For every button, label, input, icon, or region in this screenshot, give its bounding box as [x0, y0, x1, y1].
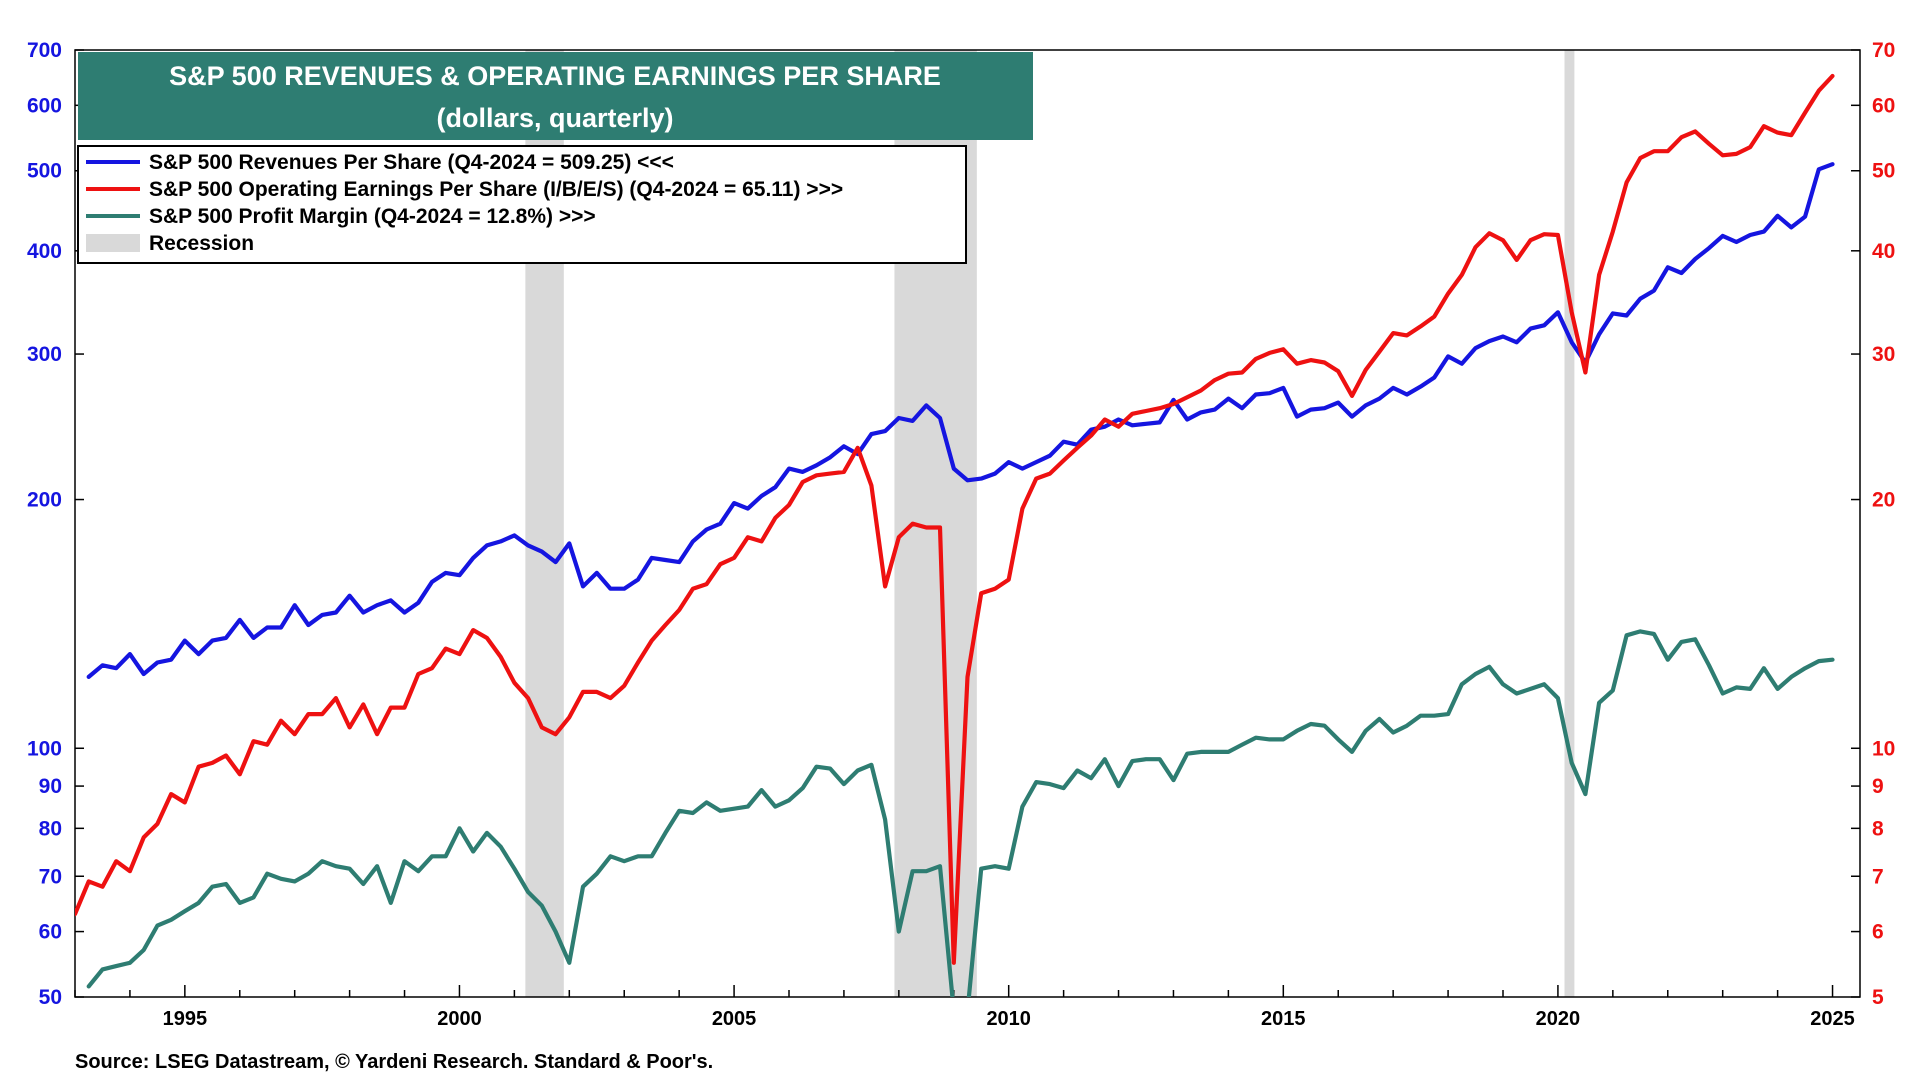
chart-subtitle: (dollars, quarterly)	[436, 103, 673, 133]
right-axis: 5 6 7 8 9 10 20 30 40 50 60 70	[1851, 39, 1895, 1009]
right-tick-label: 7	[1872, 865, 1884, 888]
legend-label-margin: S&P 500 Profit Margin (Q4-2024 = 12.8%) …	[149, 205, 596, 228]
left-tick-label: 200	[27, 489, 62, 512]
left-tick-label: 300	[27, 343, 62, 366]
legend-box	[77, 145, 967, 264]
legend-label-earnings: S&P 500 Operating Earnings Per Share (I/…	[149, 178, 843, 201]
legend-label-recession: Recession	[149, 232, 254, 255]
right-tick-label: 8	[1872, 817, 1884, 840]
right-tick-label: 60	[1872, 94, 1895, 117]
profit-margin-line	[86, 629, 1835, 997]
chart-title: S&P 500 REVENUES & OPERATING EARNINGS PE…	[169, 61, 941, 91]
right-tick-label: 6	[1872, 921, 1884, 944]
x-tick-label: 2005	[712, 1008, 757, 1030]
right-tick-label: 30	[1872, 343, 1895, 366]
series-lines	[75, 73, 1835, 997]
left-tick-label: 80	[39, 817, 62, 840]
right-tick-label: 40	[1872, 240, 1895, 263]
recession-band-3	[1564, 50, 1575, 997]
right-tick-label: 10	[1872, 737, 1895, 760]
x-tick-label: 2000	[437, 1008, 482, 1030]
x-tick-label: 2010	[986, 1008, 1031, 1030]
right-tick-label: 50	[1872, 160, 1895, 183]
left-tick-label: 100	[27, 737, 62, 760]
x-axis: 1995 2000 2005 2010 2015 2020 2025	[74, 985, 1855, 1030]
left-tick-label: 70	[39, 865, 62, 888]
right-tick-label: 70	[1872, 39, 1895, 62]
legend: S&P 500 Revenues Per Share (Q4-2024 = 50…	[77, 145, 967, 264]
left-tick-label: 500	[27, 160, 62, 183]
left-tick-label: 90	[39, 775, 62, 798]
right-tick-label: 5	[1872, 986, 1884, 1009]
right-tick-label: 9	[1872, 775, 1884, 798]
operating-earnings-line	[75, 73, 1835, 965]
right-tick-label: 20	[1872, 489, 1895, 512]
source-note: Source: LSEG Datastream, © Yardeni Resea…	[75, 1051, 713, 1073]
left-tick-label: 400	[27, 240, 62, 263]
left-tick-label: 700	[27, 39, 62, 62]
title-background	[78, 52, 1033, 140]
legend-swatch-recession	[86, 234, 140, 252]
x-tick-label: 2025	[1810, 1008, 1855, 1030]
left-tick-label: 600	[27, 94, 62, 117]
left-tick-label: 60	[39, 921, 62, 944]
title-box: S&P 500 REVENUES & OPERATING EARNINGS PE…	[78, 52, 1033, 140]
left-axis: 50 60 70 80 90 100 200 300 400 500 600 700	[27, 39, 84, 1009]
x-tick-label: 2020	[1536, 1008, 1581, 1030]
left-tick-label: 50	[39, 986, 62, 1009]
x-tick-label: 2015	[1261, 1008, 1306, 1030]
legend-label-revenues: S&P 500 Revenues Per Share (Q4-2024 = 50…	[149, 151, 674, 174]
revenues-per-share-line	[86, 162, 1835, 679]
x-tick-label: 1995	[163, 1008, 208, 1030]
